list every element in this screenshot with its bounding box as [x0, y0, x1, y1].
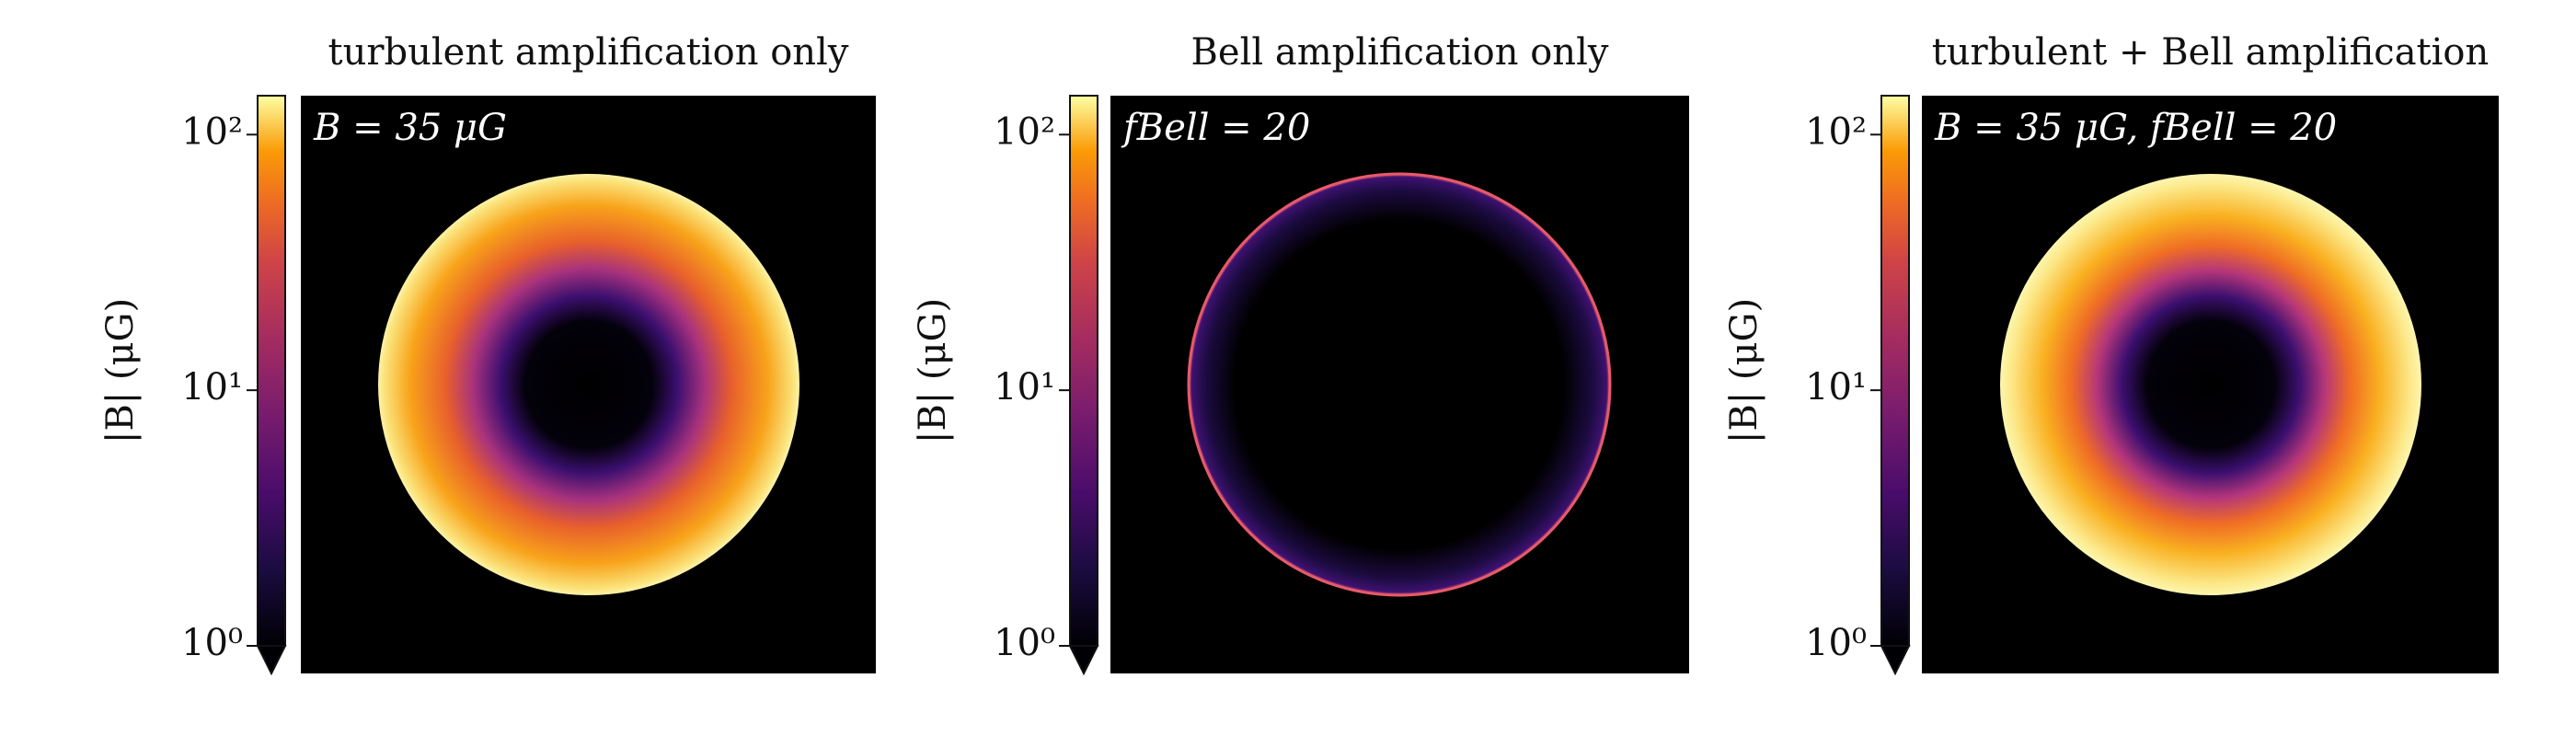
field-map [1187, 172, 1612, 597]
tick-label: 10¹ [994, 366, 1055, 408]
colorbar [1880, 95, 1910, 647]
colorbar-extend [1880, 645, 1911, 676]
annotation: B = 35 μG [313, 107, 507, 149]
images [301, 96, 2499, 673]
colorbar-extend [256, 645, 287, 676]
tick-label: 10⁰ [181, 622, 243, 664]
colorbar [257, 95, 286, 647]
annotation: B = 35 μG, fBell = 20 [1934, 107, 2337, 149]
field-map [378, 174, 799, 595]
tick-label: 10¹ [181, 366, 243, 408]
annotation: fBell = 20 [1121, 107, 1310, 149]
panel-title: turbulent amplification only [328, 31, 849, 74]
tick-label: 10² [1805, 110, 1867, 153]
colorbar [1069, 95, 1098, 647]
colorbar-label: |B| (μG) [1723, 298, 1765, 443]
tick-label: 10² [994, 110, 1055, 153]
tick-label: 10² [181, 110, 243, 153]
colorbar-label: |B| (μG) [99, 298, 142, 443]
colorbar-label: |B| (μG) [912, 298, 954, 443]
tick-label: 10⁰ [994, 622, 1055, 664]
panel-title: Bell amplification only [1191, 31, 1609, 74]
panel-title: turbulent + Bell amplification [1932, 31, 2490, 74]
tick-label: 10¹ [1805, 366, 1867, 408]
tick-label: 10⁰ [1805, 622, 1867, 664]
field-map [2000, 174, 2421, 595]
colorbar-extend [1068, 645, 1099, 676]
